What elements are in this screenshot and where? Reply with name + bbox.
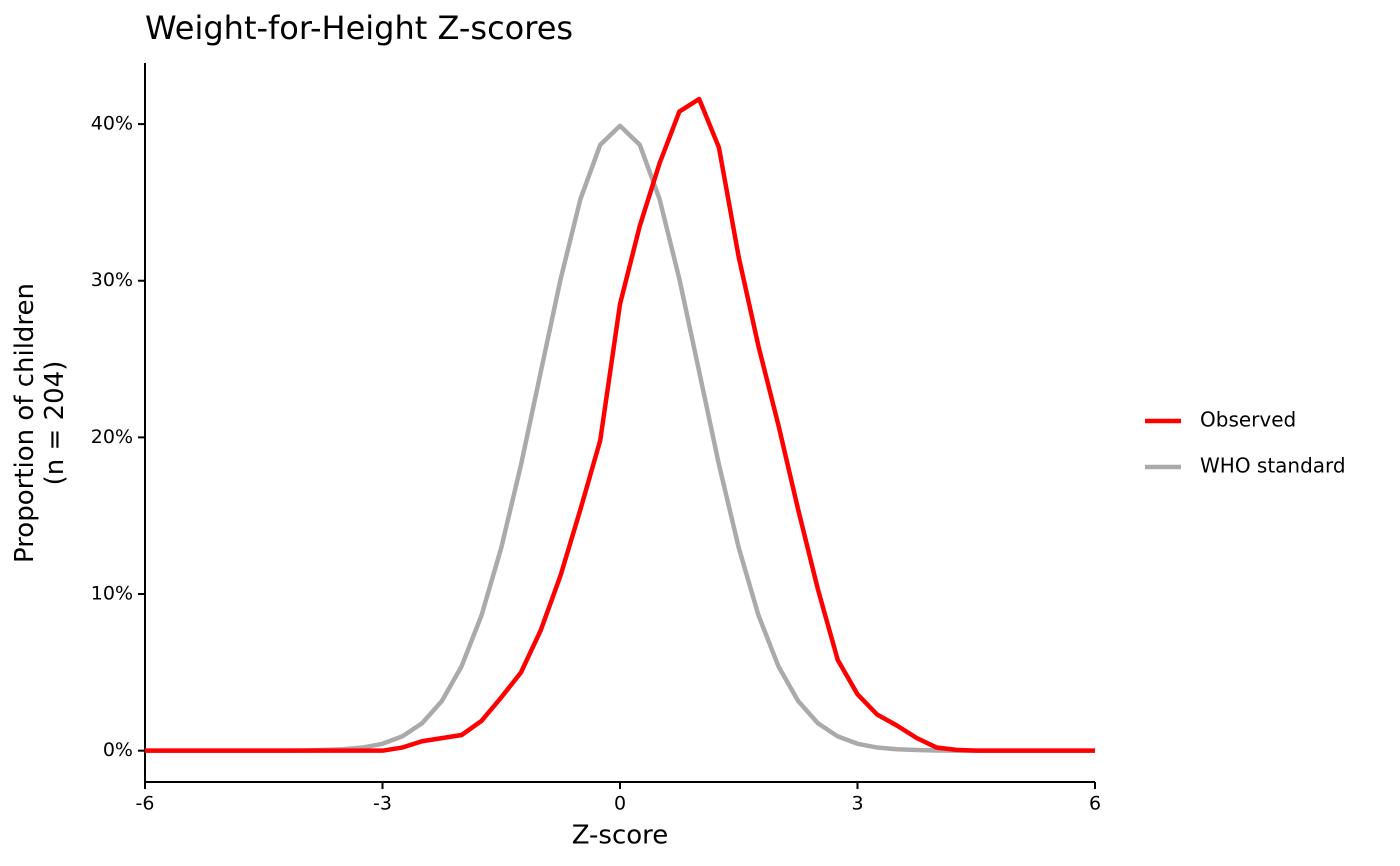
y-tick-label: 20% xyxy=(91,426,133,448)
x-tick-label: 3 xyxy=(851,793,863,815)
y-tick-label: 40% xyxy=(91,113,133,135)
y-tick-label: 30% xyxy=(91,269,133,291)
x-tick-label: 0 xyxy=(614,793,626,815)
chart-title: Weight-for-Height Z-scores xyxy=(145,9,573,47)
x-tick-label: 6 xyxy=(1089,793,1101,815)
legend-label: Observed xyxy=(1200,408,1296,432)
y-axis-label: Proportion of children(n = 204) xyxy=(10,283,70,563)
series-line xyxy=(145,123,1095,753)
y-tick-label: 10% xyxy=(91,583,133,605)
y-tick-label: 0% xyxy=(103,739,133,761)
x-axis-label: Z-score xyxy=(572,821,669,851)
x-tick-label: -6 xyxy=(136,793,155,815)
legend-label: WHO standard xyxy=(1200,454,1346,478)
series-line xyxy=(145,96,1095,753)
x-tick-label: -3 xyxy=(373,793,392,815)
